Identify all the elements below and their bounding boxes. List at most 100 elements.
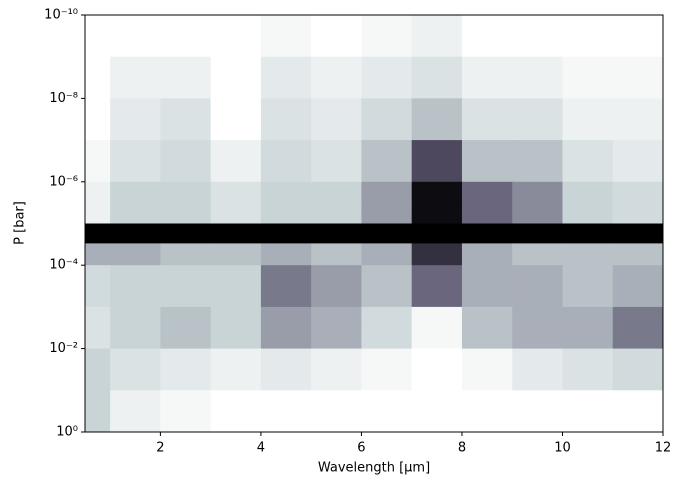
heat-cell [110, 201, 161, 224]
heat-cell [311, 140, 362, 161]
heat-cell [512, 223, 563, 244]
heat-cell [210, 56, 262, 78]
heat-cell [461, 140, 513, 161]
heat-cell [311, 306, 362, 328]
heat-cell [85, 159, 111, 183]
heat-cell [562, 56, 614, 78]
heat-cell [361, 98, 413, 119]
heat-cell [110, 285, 161, 308]
heat-cell [361, 243, 413, 266]
heat-cell [512, 306, 563, 328]
heat-cell [361, 15, 413, 36]
heat-cell [512, 368, 563, 391]
y-tick-label: 10⁻⁴ [49, 258, 78, 273]
heat-cell [85, 98, 111, 119]
y-tick-label: 10⁻⁸ [49, 91, 78, 106]
heat-cell [562, 390, 614, 411]
heat-cell [311, 76, 362, 99]
heat-cell [361, 159, 413, 183]
heat-cell [411, 118, 463, 141]
heat-cell [361, 348, 413, 369]
heat-cell [160, 140, 212, 161]
heat-cell [512, 326, 563, 350]
heat-cell [562, 223, 614, 244]
heat-cell [411, 76, 463, 99]
heat-cell [361, 285, 413, 308]
heat-cell [210, 34, 262, 58]
heat-cell [562, 15, 614, 36]
heat-cell [411, 34, 463, 58]
heat-cell [160, 306, 212, 328]
heat-cell [311, 326, 362, 350]
heat-cell [512, 56, 563, 78]
heat-cell [110, 348, 161, 369]
heat-cell [512, 140, 563, 161]
heat-cell [461, 306, 513, 328]
heat-cell [260, 390, 312, 411]
heat-cell [612, 410, 664, 433]
heat-cell [512, 265, 563, 286]
heat-cell [85, 201, 111, 224]
heat-cell [85, 348, 111, 369]
y-axis-label: P [bar] [13, 201, 28, 245]
heat-cell [562, 98, 614, 119]
heat-cell [411, 56, 463, 78]
heat-cell [210, 243, 262, 266]
heat-cell [612, 348, 664, 369]
heat-cell [260, 326, 312, 350]
heat-cell [210, 98, 262, 119]
heat-cell [461, 76, 513, 99]
heat-cell [210, 390, 262, 411]
heat-cell [210, 181, 262, 203]
heat-cell [562, 285, 614, 308]
heat-cell [562, 410, 614, 433]
heat-cell [160, 390, 212, 411]
heat-cell [612, 15, 664, 36]
heat-cell [311, 34, 362, 58]
heat-cell [562, 306, 614, 328]
x-tick-label: 8 [458, 441, 466, 456]
heat-cell [110, 368, 161, 391]
heat-cell [612, 140, 664, 161]
x-tick-label: 6 [357, 441, 365, 456]
heat-cell [260, 223, 312, 244]
heat-cell [160, 223, 212, 244]
heat-cell [85, 181, 111, 203]
heat-cell [110, 181, 161, 203]
heat-cell [461, 265, 513, 286]
heat-cell [562, 265, 614, 286]
heat-cell [260, 265, 312, 286]
heat-cell [411, 98, 463, 119]
heat-cell [411, 410, 463, 433]
heat-cell [85, 118, 111, 141]
heat-cell [210, 348, 262, 369]
heat-cell [311, 118, 362, 141]
heat-cell [311, 201, 362, 224]
heat-cell [461, 348, 513, 369]
heat-cell [461, 181, 513, 203]
heat-cell [461, 390, 513, 411]
heat-cell [562, 118, 614, 141]
heat-cell [612, 98, 664, 119]
heat-cell [311, 159, 362, 183]
heat-cell [361, 326, 413, 350]
heat-cell [612, 56, 664, 78]
heat-cell [461, 34, 513, 58]
heat-cell [612, 118, 664, 141]
heat-cell [85, 390, 111, 411]
heat-cell [210, 118, 262, 141]
heat-cell [411, 368, 463, 391]
heat-cell [612, 243, 664, 266]
heat-cell [311, 181, 362, 203]
heat-cell [311, 223, 362, 244]
heat-cell [110, 140, 161, 161]
heat-cell [85, 410, 111, 433]
heat-cell [311, 390, 362, 411]
heat-cell [260, 98, 312, 119]
heat-cell [210, 140, 262, 161]
heat-cell [512, 76, 563, 99]
heat-cell [461, 285, 513, 308]
heat-cell [612, 201, 664, 224]
heat-cell [411, 223, 463, 244]
heat-cell [361, 265, 413, 286]
